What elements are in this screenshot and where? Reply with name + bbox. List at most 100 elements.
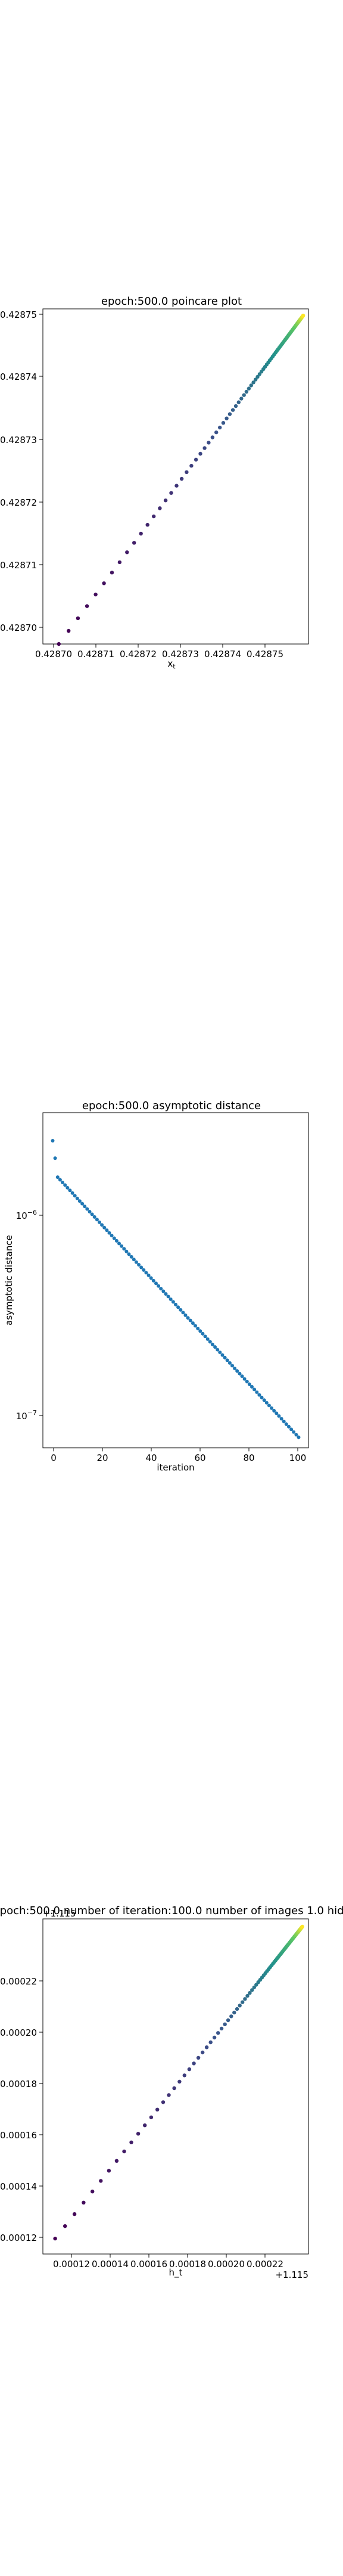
ht-xtick-label: 0.00020 [208,2259,245,2270]
asymptotic-point [220,1353,224,1357]
poincare-point [152,514,156,519]
poincare-point [125,550,129,555]
ht-point [182,2073,186,2077]
asymptotic-point [146,1273,151,1277]
poincare-title: epoch:500.0 poincare plot [101,295,242,308]
asymptotic-points [51,1139,301,1439]
poincare-point [251,380,255,385]
poincare-point [67,628,71,633]
asymptotic-point [77,1199,82,1203]
poincare-point [224,416,229,420]
poincare-point [57,642,61,646]
ht-point [300,1924,304,1929]
asymptotic-point [250,1385,254,1389]
ht-point [136,2132,141,2136]
asymptotic-point [102,1225,107,1230]
asymptotic-point [297,1435,301,1439]
asymptotic-point [151,1278,155,1283]
poincare-point [102,581,106,586]
ht-point [248,1991,252,1995]
asymptotic-point [282,1419,286,1423]
asymptotic-point [203,1335,207,1339]
ht-point [226,2018,230,2023]
asymptotic-point [208,1340,212,1344]
asymptotic-ytick-label: 10−6 [16,1209,37,1221]
asymptotic-point [137,1263,141,1267]
poincare-point [207,441,211,445]
asymptotic-xtick-label: 40 [145,1453,157,1463]
ht-point [232,2010,236,2015]
poincare-point [230,408,235,412]
poincare-point [198,451,202,456]
poincare-point [117,560,122,565]
ht-point [252,1985,256,1990]
ht-point [177,2079,182,2084]
ht-point [99,2179,103,2183]
ht-point [201,2050,205,2055]
asymptotic-point [238,1371,242,1376]
ht-point [114,2159,119,2163]
asymptotic-point [61,1181,64,1184]
asymptotic-point [183,1313,188,1317]
asymptotic-point [171,1300,175,1304]
poincare-point [239,397,244,401]
asymptotic-point [161,1289,166,1293]
asymptotic-point [247,1382,251,1386]
ht-point [212,2035,217,2040]
asymptotic-point [120,1244,124,1248]
ht-xtick-label: 0.00014 [92,2259,129,2270]
asymptotic-point [75,1196,79,1200]
ht-point [196,2055,201,2060]
asymptotic-point [257,1393,261,1397]
ht-point [82,2200,86,2205]
asymptotic-title: epoch:500.0 asymptotic distance [82,1100,261,1112]
ht-point [63,2224,67,2228]
asymptotic-point [223,1355,227,1360]
poincare-point [194,457,198,462]
asymptotic-point [142,1268,146,1272]
ht-xtick-label: 0.00018 [169,2259,206,2270]
poincare-xlabel: xt [167,658,176,670]
poincare-point [158,506,162,510]
asymptotic-plot-area [42,1112,309,1448]
poincare-point [254,377,258,382]
asymptotic-point [139,1265,144,1270]
poincare-point [132,541,136,545]
poincare-point [169,491,173,495]
poincare-point [233,404,238,408]
asymptotic-point [272,1408,276,1413]
poincare-point [110,571,114,575]
asymptotic-point [107,1231,111,1235]
ht-title: epoch:500.0,number of iteration:100.0 nu… [0,1905,343,1917]
asymptotic-point [159,1287,163,1291]
asymptotic-xtick-label: 20 [96,1453,108,1463]
asymptotic-point [122,1247,126,1251]
asymptotic-point [124,1249,129,1253]
asymptotic-point [179,1308,183,1312]
poincare-point [185,470,189,474]
asymptotic-point [194,1324,197,1328]
ht-point [223,2022,227,2026]
asymptotic-point [80,1202,85,1206]
ht-x-offset-label: +1.115 [275,2270,308,2280]
poincare-xtick-label: 0.42871 [77,649,114,660]
poincare-ytick-label: 0.42874 [0,371,37,382]
asymptotic-point [127,1252,131,1256]
poincare-point [179,476,184,481]
asymptotic-point [92,1215,96,1219]
ht-point [155,2107,160,2111]
poincare-point [301,314,305,318]
asymptotic-point [73,1194,77,1198]
asymptotic-point [225,1358,229,1363]
poincare-xtick-label: 0.42875 [247,649,283,660]
poincare-point [85,604,89,608]
poincare-point [210,435,215,439]
asymptotic-point [218,1350,222,1354]
ht-point [235,2007,239,2011]
asymptotic-point [188,1318,192,1323]
poincare-point [174,484,179,488]
ht-point [229,2014,233,2018]
asymptotic-point [129,1255,133,1259]
asymptotic-point [117,1241,121,1246]
